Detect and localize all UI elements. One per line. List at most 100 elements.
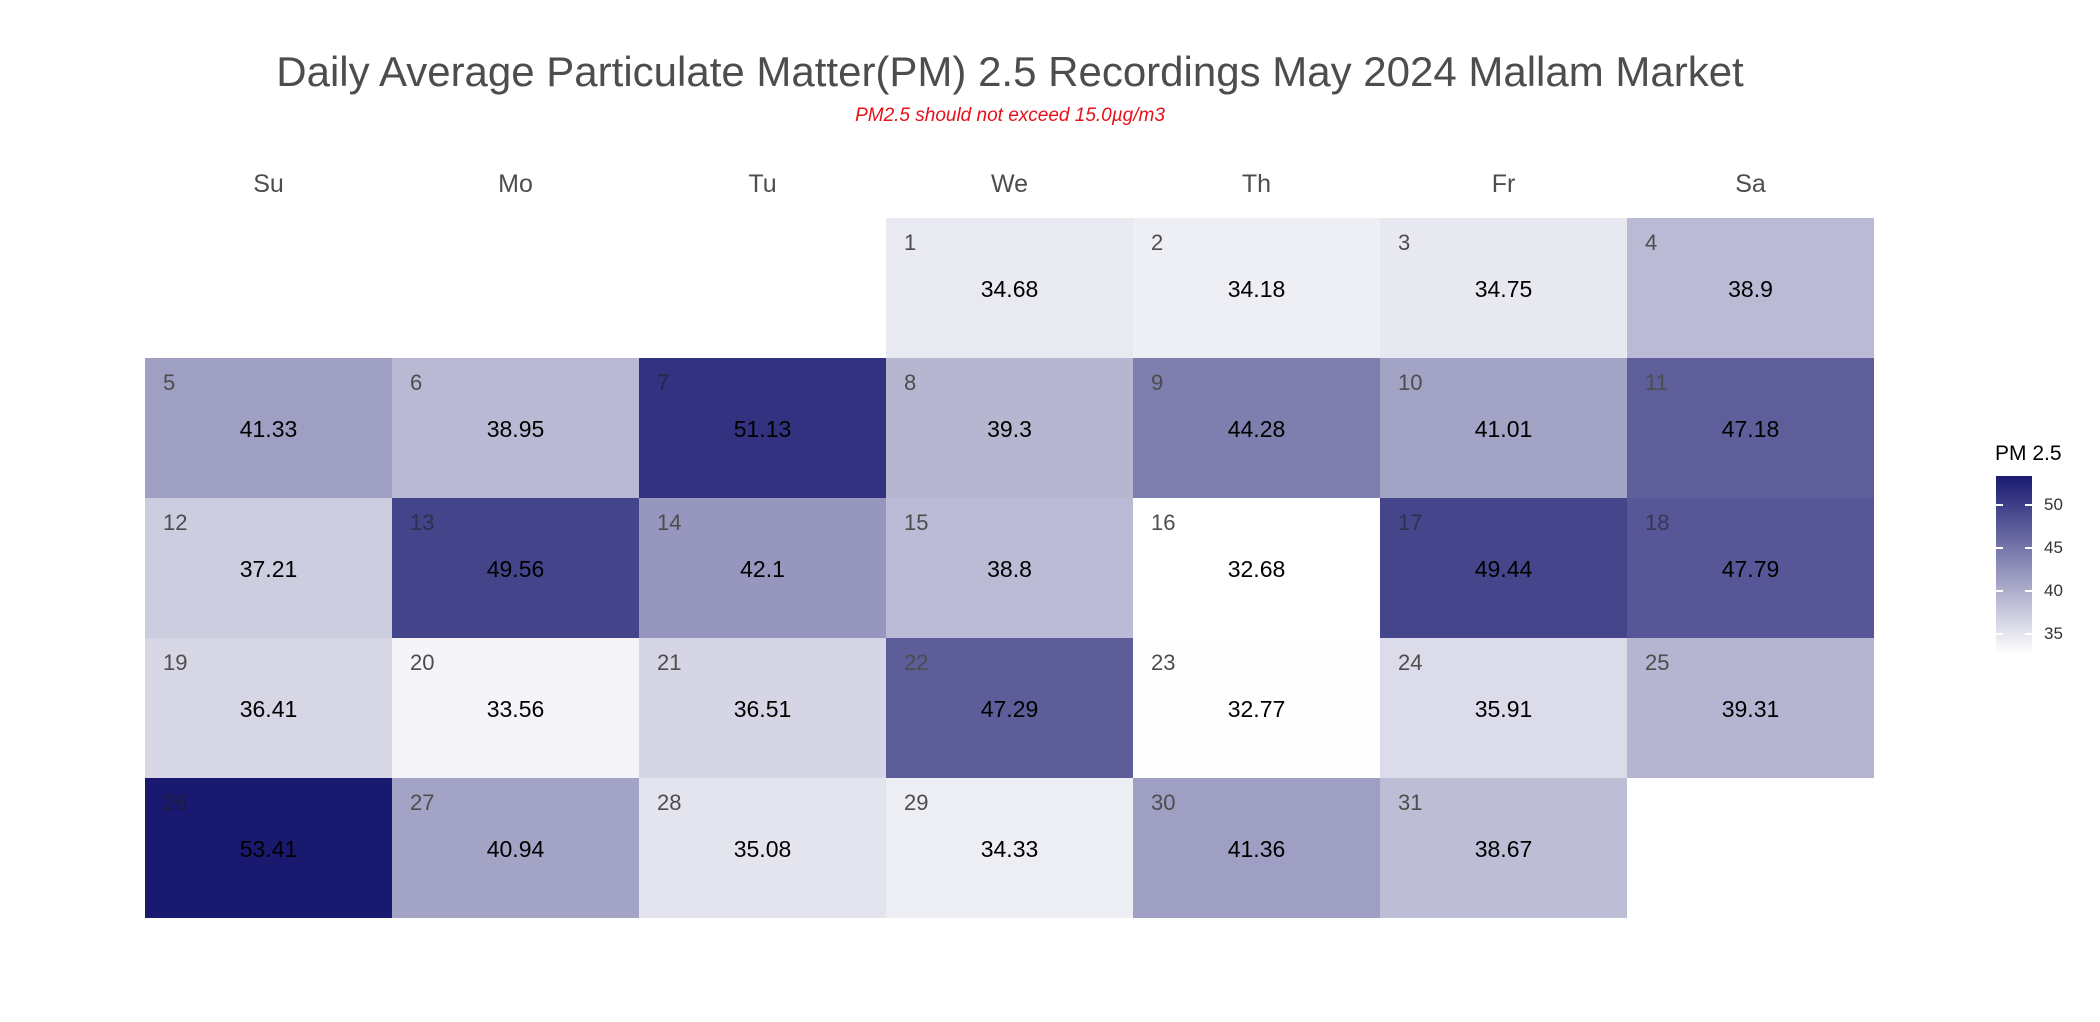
calendar-day-cell: 8 39.3 — [886, 358, 1133, 498]
pm25-value: 35.08 — [733, 836, 792, 862]
calendar-day-cell: 19 36.41 — [145, 638, 392, 778]
calendar-day-cell: 1 34.68 — [886, 218, 1133, 358]
legend-color-bar — [1996, 476, 2032, 654]
legend-tick-mark — [2025, 633, 2032, 636]
calendar-day-cell: 22 47.29 — [886, 638, 1133, 778]
calendar-day-cell: 23 32.77 — [1133, 638, 1380, 778]
calendar-day-cell: 17 49.44 — [1380, 498, 1627, 638]
legend-tick-mark — [1996, 547, 2003, 550]
pm25-value: 34.33 — [980, 836, 1039, 862]
weekday-label-tu: Tu — [748, 170, 777, 198]
pm25-value: 53.41 — [239, 836, 298, 862]
calendar-day-cell: 4 38.9 — [1627, 218, 1874, 358]
legend-tick-mark — [2025, 504, 2032, 507]
pm25-value: 47.18 — [1721, 416, 1780, 442]
chart-subtitle: PM2.5 should not exceed 15.0µg/m3 — [855, 105, 1165, 126]
day-number: 19 — [163, 650, 188, 675]
day-number: 12 — [163, 510, 188, 535]
legend-tick-label: 35 — [2044, 624, 2063, 644]
pm25-value: 44.28 — [1227, 416, 1286, 442]
day-number: 23 — [1151, 650, 1176, 675]
pm25-value: 32.77 — [1227, 696, 1286, 722]
calendar-day-cell: 12 37.21 — [145, 498, 392, 638]
calendar-day-cell: 25 39.31 — [1627, 638, 1874, 778]
calendar-day-cell: 21 36.51 — [639, 638, 886, 778]
day-number: 14 — [657, 510, 682, 535]
calendar-day-cell: 30 41.36 — [1133, 778, 1380, 918]
day-number: 8 — [904, 370, 917, 395]
legend-tick-mark — [2025, 590, 2032, 593]
day-number: 17 — [1398, 510, 1423, 535]
pm25-value: 36.51 — [733, 696, 792, 722]
day-number: 11 — [1645, 370, 1668, 395]
day-number: 30 — [1151, 790, 1176, 815]
calendar-day-cell: 7 51.13 — [639, 358, 886, 498]
day-number: 31 — [1398, 790, 1423, 815]
pm25-value: 33.56 — [486, 696, 545, 722]
day-number: 16 — [1151, 510, 1176, 535]
weekday-label-su: Su — [253, 170, 284, 198]
calendar-day-cell: 18 47.79 — [1627, 498, 1874, 638]
pm25-value: 41.36 — [1227, 836, 1286, 862]
day-number: 6 — [410, 370, 423, 395]
calendar-day-cell: 11 47.18 — [1627, 358, 1874, 498]
day-number: 1 — [904, 230, 917, 255]
calendar-day-cell: 28 35.08 — [639, 778, 886, 918]
calendar-day-cell: 29 34.33 — [886, 778, 1133, 918]
pm25-value: 51.13 — [733, 416, 792, 442]
pm25-value: 47.29 — [980, 696, 1039, 722]
pm25-value: 34.18 — [1227, 276, 1286, 302]
day-number: 25 — [1645, 650, 1670, 675]
pm25-value: 49.44 — [1474, 556, 1533, 582]
day-number: 4 — [1645, 230, 1658, 255]
day-number: 18 — [1645, 510, 1670, 535]
legend-tick-mark — [1996, 504, 2003, 507]
weekday-label-mo: Mo — [498, 170, 533, 198]
day-number: 15 — [904, 510, 929, 535]
pm25-value: 36.41 — [239, 696, 298, 722]
weekday-label-sa: Sa — [1735, 170, 1766, 198]
pm25-value: 32.68 — [1227, 556, 1286, 582]
day-number: 28 — [657, 790, 682, 815]
calendar-day-cell: 26 53.41 — [145, 778, 392, 918]
calendar-day-cell: 3 34.75 — [1380, 218, 1627, 358]
pm25-value: 38.9 — [1728, 276, 1773, 302]
weekday-label-we: We — [990, 170, 1029, 198]
legend-tick-mark — [1996, 590, 2003, 593]
day-number: 20 — [410, 650, 435, 675]
calendar-day-cell: 13 49.56 — [392, 498, 639, 638]
legend-title: PM 2.5 — [1995, 442, 2062, 465]
pm25-value: 39.3 — [987, 416, 1032, 442]
pm25-value: 38.95 — [486, 416, 545, 442]
day-number: 21 — [657, 650, 682, 675]
pm25-value: 38.8 — [987, 556, 1032, 582]
weekday-label-th: Th — [1241, 170, 1272, 198]
pm25-value: 34.75 — [1474, 276, 1533, 302]
pm25-value: 35.91 — [1474, 696, 1533, 722]
pm25-value: 42.1 — [740, 556, 785, 582]
calendar-day-cell: 20 33.56 — [392, 638, 639, 778]
pm25-value: 34.68 — [980, 276, 1039, 302]
chart-title: Daily Average Particulate Matter(PM) 2.5… — [276, 48, 1744, 95]
pm25-value: 40.94 — [486, 836, 545, 862]
day-number: 22 — [904, 650, 929, 675]
calendar-day-cell: 5 41.33 — [145, 358, 392, 498]
calendar-day-cell: 9 44.28 — [1133, 358, 1380, 498]
calendar-day-cell: 24 35.91 — [1380, 638, 1627, 778]
day-number: 29 — [904, 790, 929, 815]
day-number: 10 — [1398, 370, 1423, 395]
calendar-day-cell: 10 41.01 — [1380, 358, 1627, 498]
day-number: 2 — [1151, 230, 1164, 255]
legend-tick-label: 45 — [2044, 538, 2063, 558]
pm25-value: 49.56 — [486, 556, 545, 582]
pm25-value: 41.33 — [239, 416, 298, 442]
legend-tick-mark — [1996, 633, 2003, 636]
day-number: 7 — [657, 370, 670, 395]
day-number: 26 — [163, 790, 188, 815]
day-number: 24 — [1398, 650, 1423, 675]
legend-tick-mark — [2025, 547, 2032, 550]
calendar-day-cell: 16 32.68 — [1133, 498, 1380, 638]
pm25-value: 47.79 — [1721, 556, 1780, 582]
calendar-day-cell: 6 38.95 — [392, 358, 639, 498]
legend-tick-label: 40 — [2044, 581, 2063, 601]
